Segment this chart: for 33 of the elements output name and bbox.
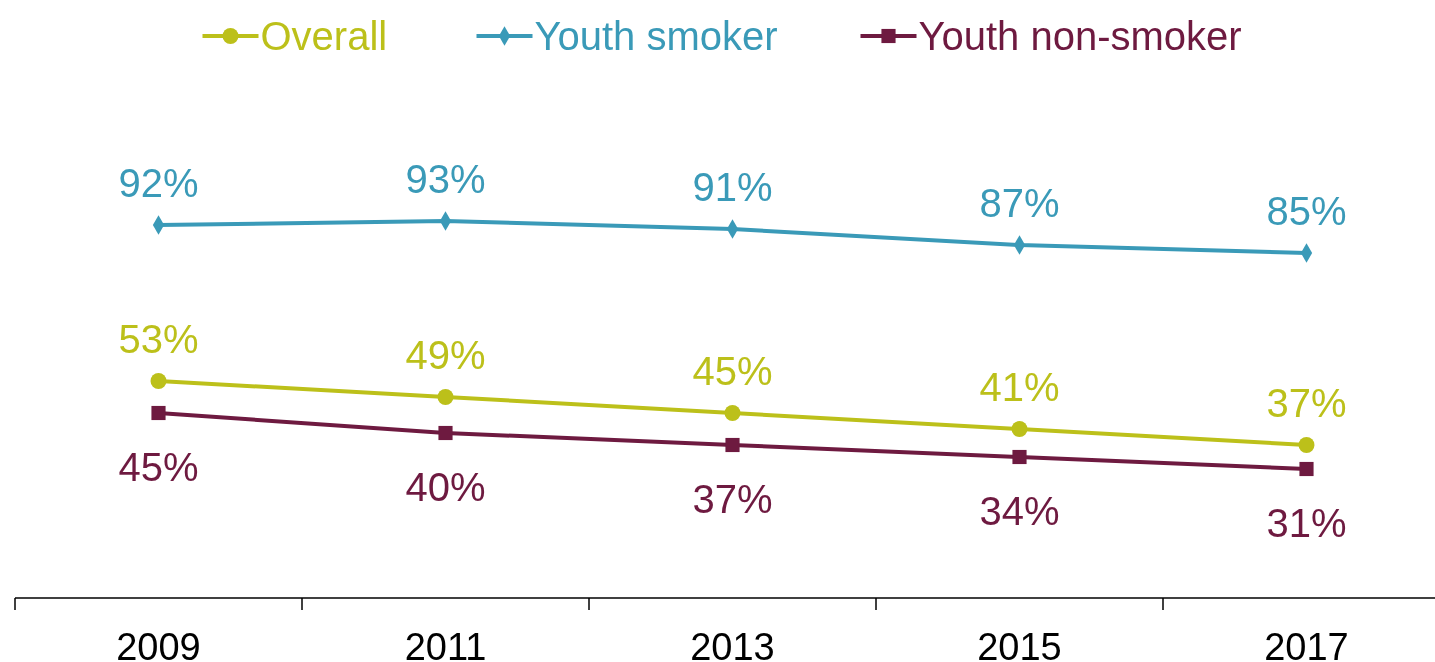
data-label: 45% bbox=[118, 445, 199, 489]
x-tick-label: 2015 bbox=[977, 626, 1062, 662]
point bbox=[438, 425, 453, 441]
point bbox=[150, 373, 167, 389]
legend-label: Overall bbox=[260, 14, 388, 58]
point bbox=[151, 405, 166, 421]
point bbox=[724, 405, 741, 421]
point bbox=[1011, 421, 1028, 437]
legend-label: Youth non-smoker bbox=[918, 14, 1242, 58]
x-tick-label: 2009 bbox=[116, 626, 201, 662]
data-label: 41% bbox=[979, 365, 1060, 409]
data-label: 53% bbox=[118, 317, 199, 361]
point bbox=[437, 389, 454, 405]
data-label: 37% bbox=[1266, 381, 1347, 425]
data-label: 93% bbox=[405, 157, 486, 201]
legend-label: Youth smoker bbox=[534, 14, 778, 58]
data-label: 45% bbox=[692, 349, 773, 393]
data-label: 34% bbox=[979, 489, 1060, 533]
point bbox=[725, 437, 740, 453]
x-tick-label: 2013 bbox=[690, 626, 775, 662]
point bbox=[1299, 461, 1314, 477]
x-tick-label: 2011 bbox=[404, 626, 487, 662]
data-label: 31% bbox=[1266, 501, 1347, 545]
data-label: 49% bbox=[405, 333, 486, 377]
point bbox=[1012, 449, 1027, 465]
x-tick-label: 2017 bbox=[1264, 626, 1349, 662]
data-label: 37% bbox=[692, 477, 773, 521]
data-label: 92% bbox=[118, 161, 199, 205]
data-label: 40% bbox=[405, 465, 486, 509]
data-label: 91% bbox=[692, 165, 773, 209]
data-label: 87% bbox=[979, 181, 1060, 225]
point bbox=[1298, 437, 1315, 453]
data-label: 85% bbox=[1266, 189, 1347, 233]
